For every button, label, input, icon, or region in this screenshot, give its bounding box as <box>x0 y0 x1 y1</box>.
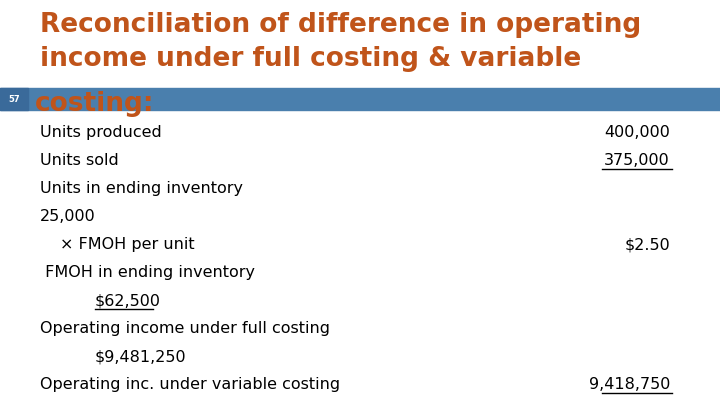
Text: $9,481,250: $9,481,250 <box>95 349 186 364</box>
Text: 9,418,750: 9,418,750 <box>589 377 670 392</box>
Text: × FMOH per unit: × FMOH per unit <box>60 237 194 252</box>
Text: Units in ending inventory: Units in ending inventory <box>40 181 243 196</box>
Text: income under full costing & variable: income under full costing & variable <box>40 46 581 72</box>
Text: 375,000: 375,000 <box>604 153 670 168</box>
Text: Operating income under full costing: Operating income under full costing <box>40 321 330 336</box>
Text: 400,000: 400,000 <box>604 125 670 140</box>
Text: 57: 57 <box>8 94 20 104</box>
Text: 25,000: 25,000 <box>40 209 96 224</box>
Text: $2.50: $2.50 <box>624 237 670 252</box>
Text: $62,500: $62,500 <box>95 293 161 308</box>
Text: Units sold: Units sold <box>40 153 119 168</box>
Text: costing:: costing: <box>35 91 155 117</box>
Bar <box>0 88 28 110</box>
Text: Units produced: Units produced <box>40 125 162 140</box>
Text: Operating inc. under variable costing: Operating inc. under variable costing <box>40 377 340 392</box>
Bar <box>0 88 720 110</box>
Text: Reconciliation of difference in operating: Reconciliation of difference in operatin… <box>40 12 642 38</box>
Text: FMOH in ending inventory: FMOH in ending inventory <box>40 265 255 280</box>
